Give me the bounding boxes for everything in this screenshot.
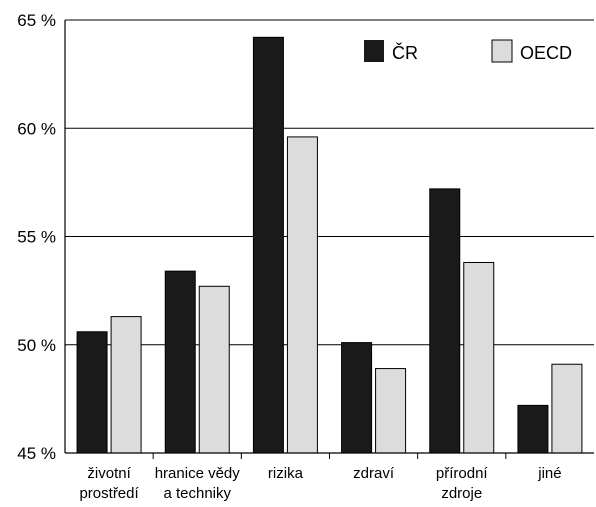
legend-swatch-cr [364, 40, 384, 62]
legend-swatch-oecd [491, 39, 513, 63]
x-tick-label: rizika [268, 465, 304, 482]
y-tick-label: 60 % [17, 119, 56, 138]
bars [76, 36, 583, 454]
x-tick-label: zdroje [441, 485, 482, 502]
bar-cr [76, 331, 108, 454]
x-tick-label: přírodní [436, 465, 489, 482]
bar-cr [252, 36, 284, 454]
bar-oecd [463, 261, 495, 454]
bar-cr [429, 188, 461, 454]
y-tick-label: 50 % [17, 336, 56, 355]
x-tick-label: prostředí [79, 485, 139, 502]
x-tick-label: zdraví [353, 465, 395, 482]
legend-label-oecd: OECD [520, 43, 572, 63]
bar-cr [517, 404, 549, 454]
legend-label-cr: ČR [392, 42, 418, 63]
x-tick-label: životní [87, 465, 131, 482]
y-tick-label: 65 % [17, 11, 56, 30]
bar-cr [164, 270, 196, 454]
bar-oecd [375, 368, 407, 454]
legend: ČR OECD [364, 39, 572, 63]
x-axis: životní prostředí hranice vědy a techniky ri… [65, 452, 594, 502]
y-axis: 45 % 50 % 55 % 60 % 65 % [17, 11, 66, 463]
y-tick-label: 55 % [17, 228, 56, 247]
bar-oecd [198, 285, 230, 454]
bar-oecd [110, 316, 142, 454]
bar-oecd [286, 136, 318, 454]
x-tick-label: hranice vědy [155, 465, 241, 482]
bar-cr [341, 342, 373, 454]
bar-oecd [551, 363, 583, 454]
gridlines [65, 19, 594, 346]
y-tick-label: 45 % [17, 444, 56, 463]
x-tick-label: a techniky [163, 485, 231, 502]
x-tick-label: jiné [537, 465, 561, 482]
